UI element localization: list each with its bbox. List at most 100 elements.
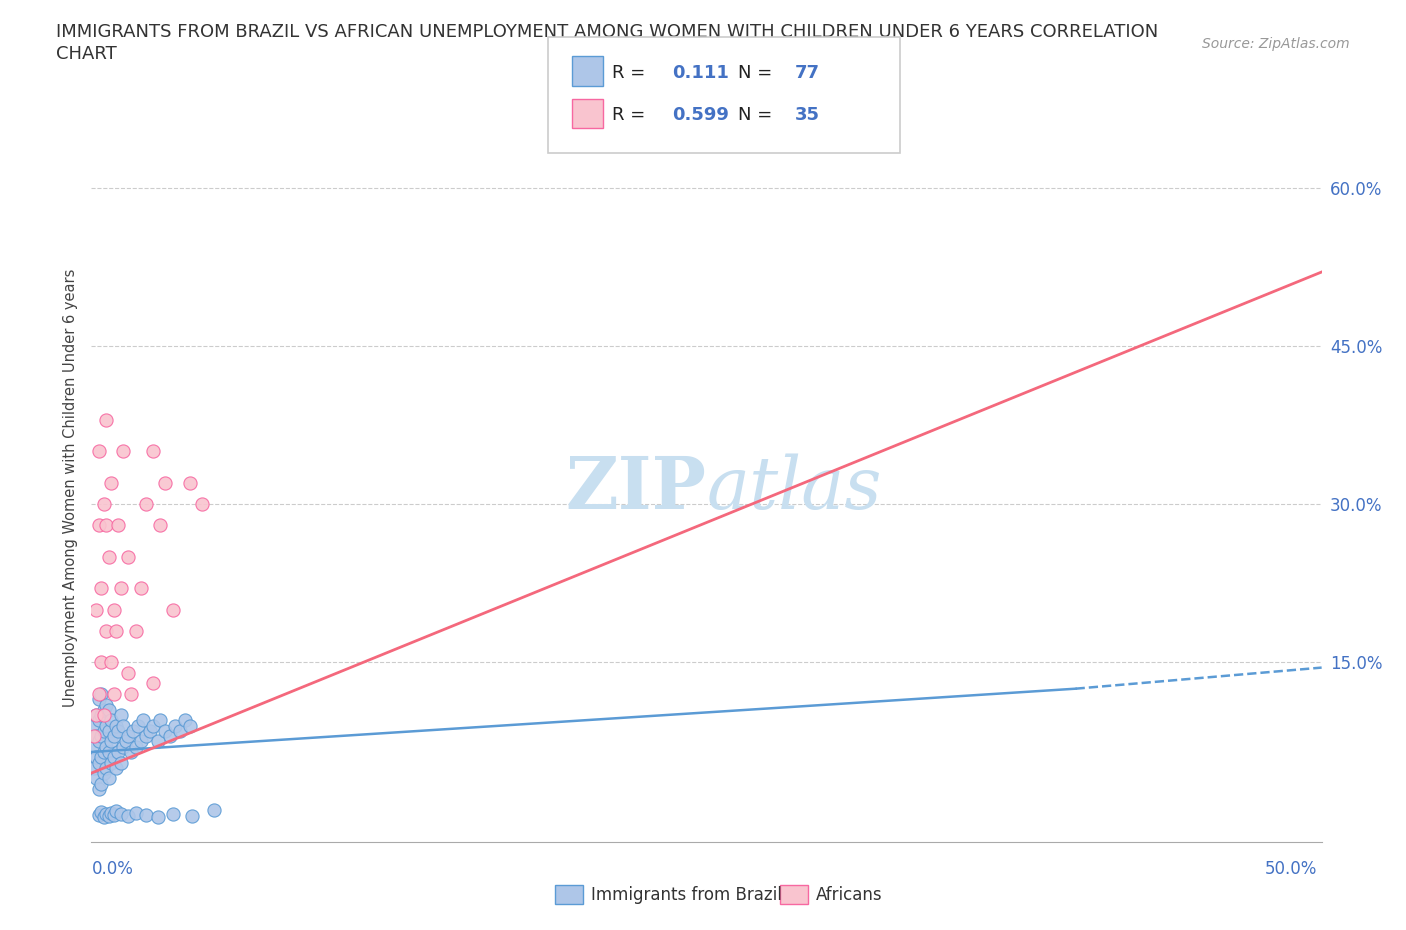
Point bbox=[93, 724, 115, 738]
Text: IMMIGRANTS FROM BRAZIL VS AFRICAN UNEMPLOYMENT AMONG WOMEN WITH CHILDREN UNDER 6: IMMIGRANTS FROM BRAZIL VS AFRICAN UNEMPL… bbox=[56, 23, 1159, 41]
Point bbox=[105, 718, 127, 733]
Point bbox=[93, 497, 115, 512]
Point bbox=[83, 761, 105, 776]
Point bbox=[97, 724, 120, 738]
Y-axis label: Unemployment Among Women with Children Under 6 years: Unemployment Among Women with Children U… bbox=[62, 269, 77, 708]
Text: CHART: CHART bbox=[56, 45, 117, 62]
Text: R =: R = bbox=[612, 106, 645, 125]
Point bbox=[87, 686, 110, 701]
Point bbox=[97, 702, 120, 717]
Point bbox=[97, 771, 120, 786]
Point bbox=[124, 805, 146, 820]
Point bbox=[83, 729, 105, 744]
Point bbox=[103, 808, 125, 823]
Point bbox=[159, 729, 181, 744]
Point bbox=[90, 804, 112, 819]
Point bbox=[97, 745, 120, 760]
Text: R =: R = bbox=[612, 63, 645, 82]
Point bbox=[96, 761, 117, 776]
Point bbox=[83, 739, 105, 754]
Point bbox=[93, 810, 115, 825]
Point bbox=[86, 708, 108, 723]
Point bbox=[127, 718, 149, 733]
Point bbox=[100, 475, 122, 490]
Point bbox=[153, 724, 177, 738]
Point bbox=[96, 698, 117, 712]
Point bbox=[93, 702, 115, 717]
Text: 35: 35 bbox=[794, 106, 820, 125]
Point bbox=[153, 475, 177, 490]
Point bbox=[86, 729, 108, 744]
Point bbox=[90, 708, 112, 723]
Point bbox=[93, 745, 115, 760]
Point bbox=[90, 655, 112, 670]
Point bbox=[110, 807, 132, 822]
Text: 77: 77 bbox=[794, 63, 820, 82]
Point bbox=[87, 808, 110, 823]
Point bbox=[107, 724, 129, 738]
Point bbox=[135, 808, 156, 823]
Point bbox=[163, 718, 186, 733]
Point bbox=[103, 686, 125, 701]
Point bbox=[117, 666, 139, 681]
Point bbox=[107, 745, 129, 760]
Point bbox=[142, 676, 165, 691]
Text: atlas: atlas bbox=[706, 453, 882, 524]
Point bbox=[146, 810, 169, 825]
Point bbox=[97, 809, 120, 824]
Point bbox=[107, 518, 129, 533]
Text: N =: N = bbox=[738, 63, 772, 82]
Point bbox=[87, 518, 110, 533]
Point bbox=[149, 713, 172, 728]
Point bbox=[149, 518, 172, 533]
Point bbox=[90, 729, 112, 744]
Point bbox=[87, 713, 110, 728]
Point bbox=[181, 809, 204, 824]
Point bbox=[86, 750, 108, 764]
Point bbox=[117, 729, 139, 744]
Point bbox=[83, 718, 105, 733]
Point bbox=[179, 475, 201, 490]
Point bbox=[100, 734, 122, 749]
Point bbox=[132, 713, 155, 728]
Point bbox=[112, 718, 135, 733]
Point bbox=[110, 708, 132, 723]
Text: ZIP: ZIP bbox=[565, 453, 706, 524]
Point bbox=[96, 739, 117, 754]
Point bbox=[87, 444, 110, 458]
Text: Source: ZipAtlas.com: Source: ZipAtlas.com bbox=[1202, 37, 1350, 51]
Point bbox=[139, 724, 162, 738]
Point bbox=[142, 718, 165, 733]
Point bbox=[96, 412, 117, 427]
Point bbox=[103, 602, 125, 617]
Point bbox=[117, 550, 139, 565]
Point bbox=[191, 497, 214, 512]
Point bbox=[169, 724, 191, 738]
Text: 50.0%: 50.0% bbox=[1265, 860, 1317, 878]
Point bbox=[100, 713, 122, 728]
Point bbox=[124, 739, 146, 754]
Point bbox=[87, 781, 110, 796]
Point bbox=[179, 718, 201, 733]
Text: Africans: Africans bbox=[815, 885, 882, 904]
Point bbox=[90, 686, 112, 701]
Point bbox=[87, 755, 110, 770]
Point bbox=[114, 734, 138, 749]
Text: 0.0%: 0.0% bbox=[91, 860, 134, 878]
Point bbox=[96, 718, 117, 733]
Point bbox=[86, 708, 108, 723]
Point bbox=[90, 581, 112, 596]
Point bbox=[86, 602, 108, 617]
Point bbox=[162, 807, 184, 822]
Point bbox=[146, 734, 169, 749]
Point bbox=[96, 623, 117, 638]
Point bbox=[93, 765, 115, 780]
Point bbox=[86, 771, 108, 786]
Text: 0.111: 0.111 bbox=[672, 63, 728, 82]
Point bbox=[96, 807, 117, 822]
Point bbox=[129, 734, 152, 749]
Point bbox=[129, 581, 152, 596]
Point bbox=[97, 550, 120, 565]
Point bbox=[100, 805, 122, 820]
Point bbox=[100, 655, 122, 670]
